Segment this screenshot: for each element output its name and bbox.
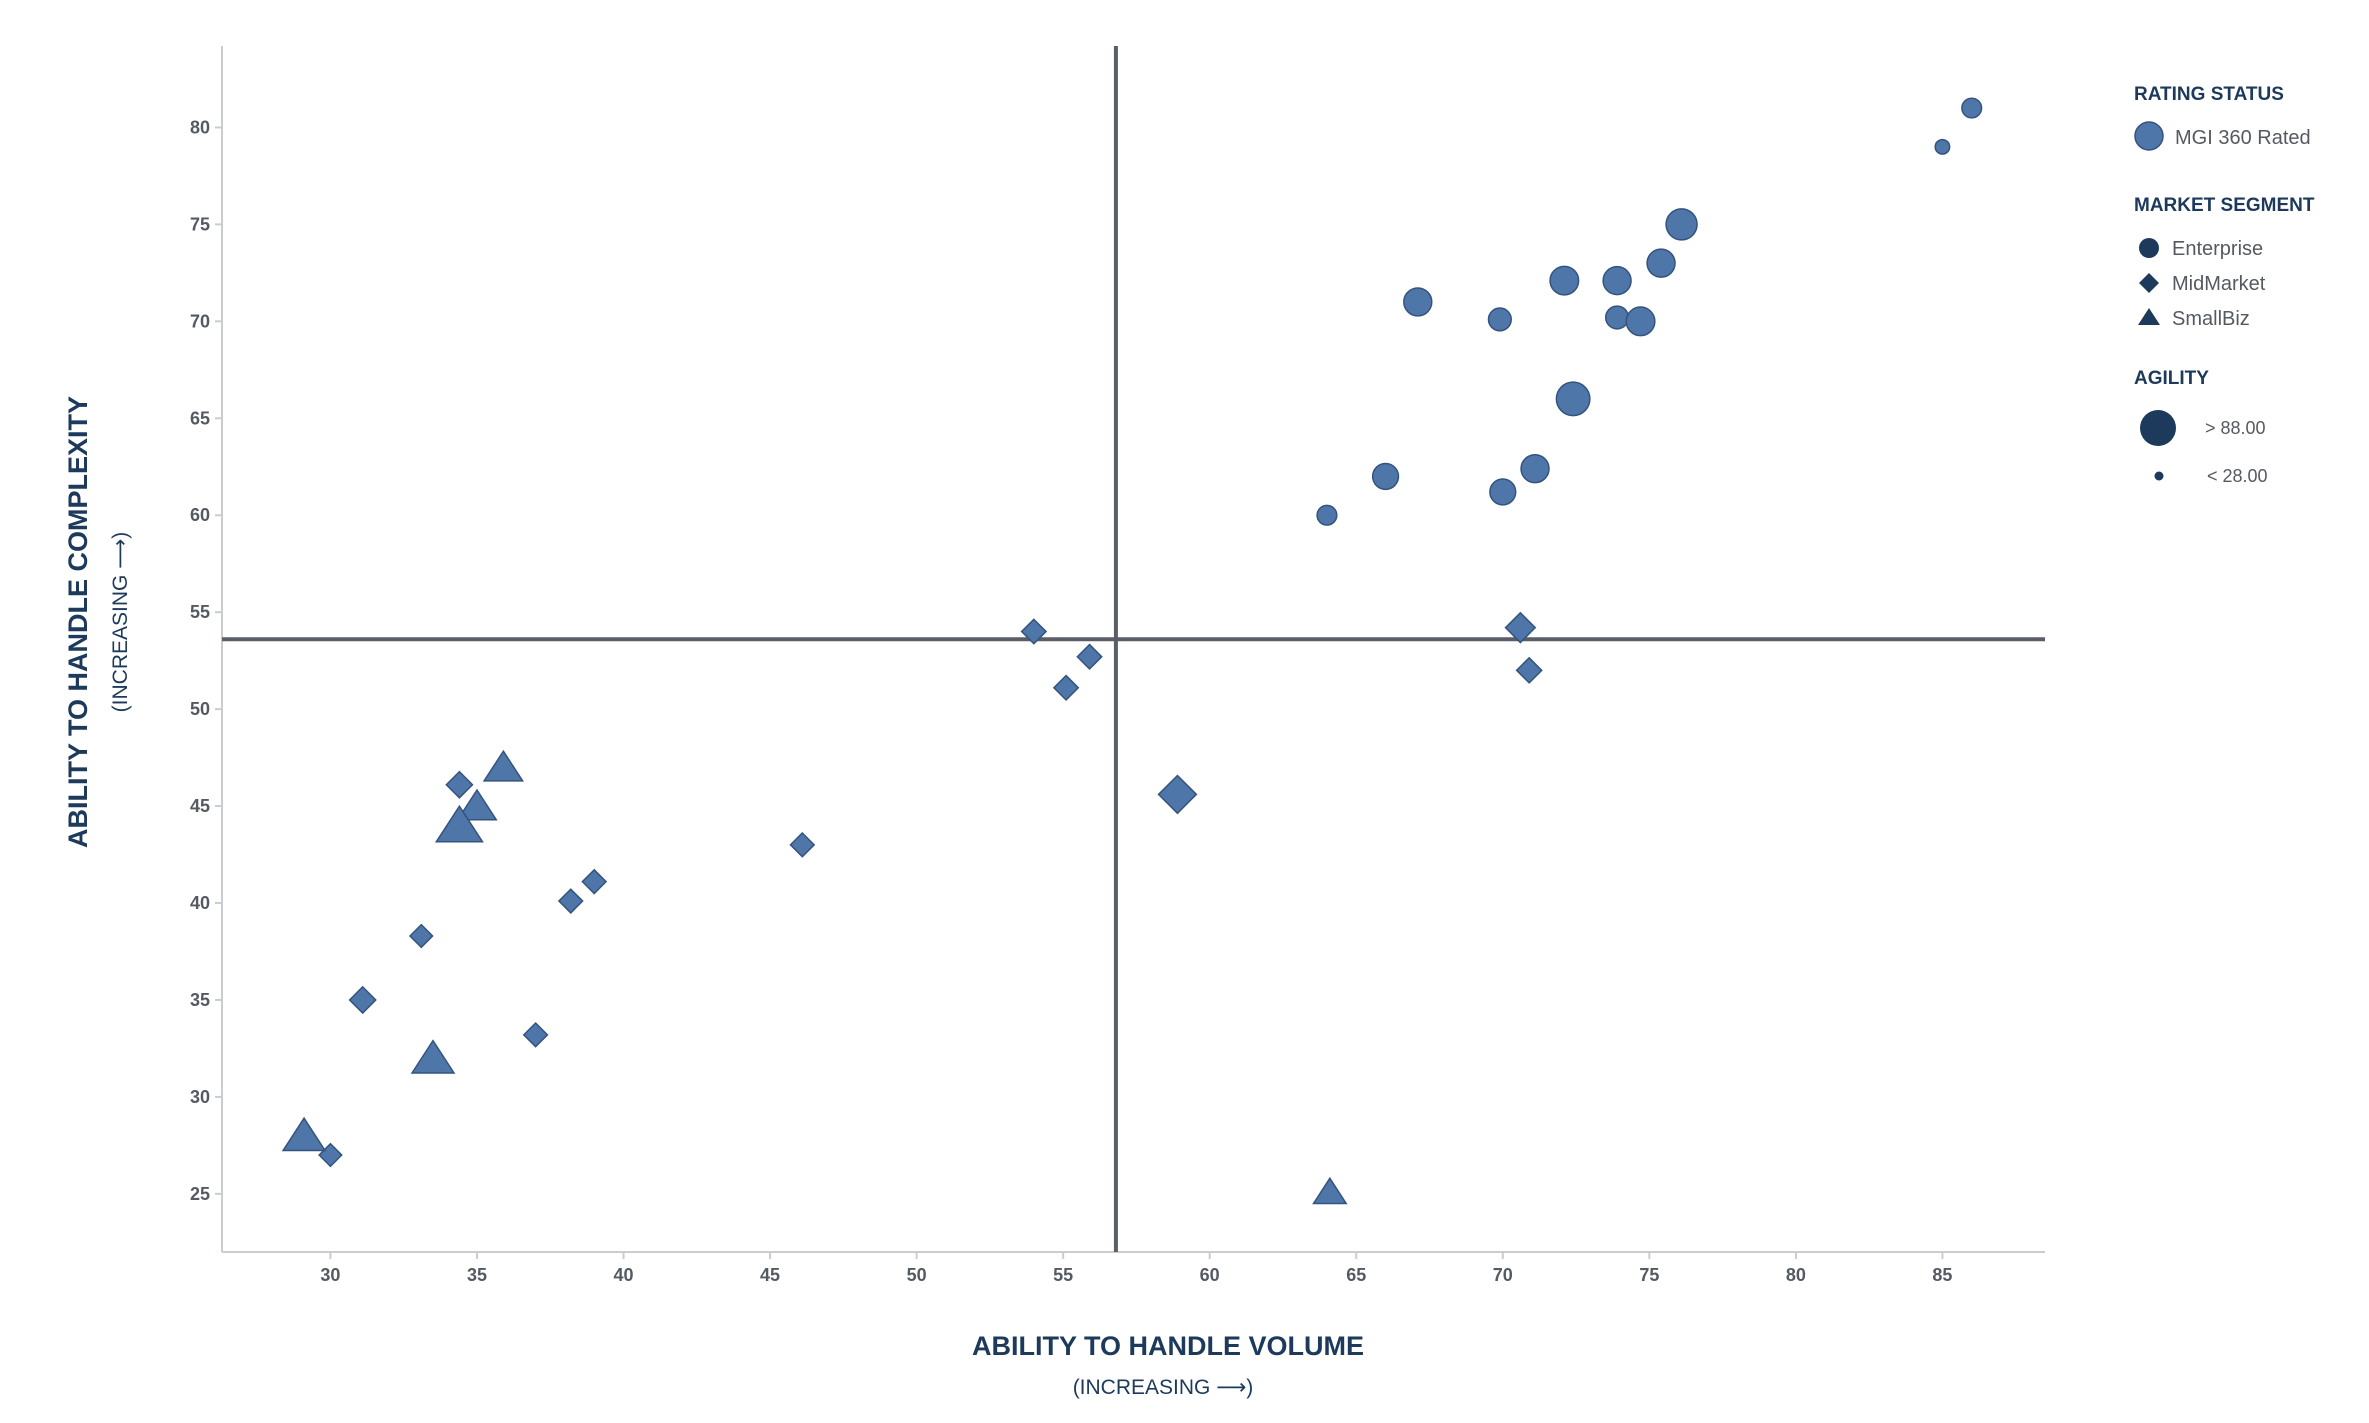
y-tick-label: 80 xyxy=(190,117,210,137)
x-axis-subtitle: (INCREASING ⟶) xyxy=(1073,1376,1254,1399)
enterprise-point xyxy=(1555,381,1591,417)
y-tick-label: 70 xyxy=(190,311,210,331)
midmarket-point xyxy=(1052,674,1080,702)
legend-rated-label: MGI 360 Rated xyxy=(2175,127,2311,149)
enterprise-point xyxy=(1646,248,1676,278)
y-tick-label: 50 xyxy=(190,699,210,719)
x-tick-label: 35 xyxy=(467,1265,487,1285)
enterprise-point xyxy=(1520,453,1550,484)
x-tick-label: 75 xyxy=(1639,1265,1659,1285)
legend-triangle-icon xyxy=(2138,308,2160,325)
legend-circle-icon xyxy=(2139,238,2159,258)
legend-agility-large-icon xyxy=(2140,410,2176,446)
legend-enterprise-label: Enterprise xyxy=(2172,238,2263,260)
x-tick-label: 45 xyxy=(760,1265,780,1285)
legend-agility-small-icon xyxy=(2154,471,2164,481)
x-tick-label: 85 xyxy=(1932,1265,1952,1285)
x-tick-label: 30 xyxy=(320,1265,340,1285)
x-tick-label: 40 xyxy=(614,1265,634,1285)
legend-heading-rating-status: RATING STATUS xyxy=(2134,84,2284,105)
midmarket-point xyxy=(408,923,434,949)
midmarket-point xyxy=(522,1021,549,1048)
y-tick-label: 35 xyxy=(190,990,210,1010)
y-tick-label: 75 xyxy=(190,214,210,234)
y-tick-label: 40 xyxy=(190,893,210,913)
x-tick-label: 60 xyxy=(1200,1265,1220,1285)
smallbiz-point xyxy=(456,788,498,821)
midmarket-point xyxy=(1515,656,1543,684)
legend-heading-agility: AGILITY xyxy=(2134,368,2209,389)
y-axis-title: ABILITY TO HANDLE COMPLEXITY xyxy=(63,396,93,848)
y-tick-label: 65 xyxy=(190,408,210,428)
smallbiz-point xyxy=(1312,1176,1348,1205)
smallbiz-point xyxy=(281,1116,327,1152)
y-tick-group: 25 30 35 40 45 50 55 60 65 70 75 80 xyxy=(190,117,222,1204)
y-tick-label: 55 xyxy=(190,602,210,622)
x-tick-label: 55 xyxy=(1053,1265,1073,1285)
enterprise-point xyxy=(1487,307,1512,332)
enterprise-point xyxy=(1604,305,1630,330)
smallbiz-point xyxy=(434,804,484,843)
enterprise-point xyxy=(1961,97,1983,119)
legend: RATING STATUS MGI 360 Rated MARKET SEGME… xyxy=(2134,84,2315,486)
y-tick-label: 25 xyxy=(190,1184,210,1204)
midmarket-point xyxy=(1076,643,1103,671)
midmarket-point xyxy=(557,888,584,914)
enterprise-point xyxy=(1403,287,1433,317)
legend-midmarket-label: MidMarket xyxy=(2172,273,2266,295)
enterprise-point xyxy=(1625,306,1656,337)
y-tick-label: 60 xyxy=(190,505,210,525)
quadrant-lines xyxy=(222,46,2045,1252)
legend-rated-marker xyxy=(2134,121,2164,151)
x-tick-label: 50 xyxy=(907,1265,927,1285)
enterprise-point xyxy=(1489,478,1517,506)
midmarket-point xyxy=(789,831,816,858)
legend-smallbiz-label: SmallBiz xyxy=(2172,308,2250,330)
enterprise-point xyxy=(1316,504,1338,526)
y-tick-label: 45 xyxy=(190,796,210,816)
y-axis-subtitle: (INCREASING ⟶) xyxy=(109,532,132,713)
enterprise-point xyxy=(1549,265,1580,296)
legend-agility-low-label: < 28.00 xyxy=(2207,466,2268,486)
midmarket-point xyxy=(1504,611,1537,644)
smallbiz-point xyxy=(410,1039,456,1074)
midmarket-point xyxy=(1020,618,1048,645)
legend-diamond-icon xyxy=(2139,273,2159,293)
midmarket-point xyxy=(1157,774,1198,815)
legend-agility-high-label: > 88.00 xyxy=(2205,418,2266,438)
midmarket-point xyxy=(581,868,608,895)
x-axis-title: ABILITY TO HANDLE VOLUME xyxy=(972,1331,1364,1361)
midmarket-point xyxy=(348,985,377,1015)
x-tick-group: 30 35 40 45 50 55 60 65 70 75 80 85 xyxy=(320,1252,1952,1285)
enterprise-point xyxy=(1371,462,1400,491)
x-tick-label: 65 xyxy=(1346,1265,1366,1285)
smallbiz-point xyxy=(482,749,525,782)
x-tick-label: 70 xyxy=(1493,1265,1513,1285)
enterprise-point xyxy=(1602,265,1632,296)
enterprise-point xyxy=(1934,138,1951,155)
y-tick-label: 30 xyxy=(190,1087,210,1107)
data-points xyxy=(281,97,1983,1205)
legend-heading-market-segment: MARKET SEGMENT xyxy=(2134,195,2315,216)
enterprise-point xyxy=(1665,208,1698,241)
x-tick-label: 80 xyxy=(1786,1265,1806,1285)
midmarket-point xyxy=(445,770,474,799)
